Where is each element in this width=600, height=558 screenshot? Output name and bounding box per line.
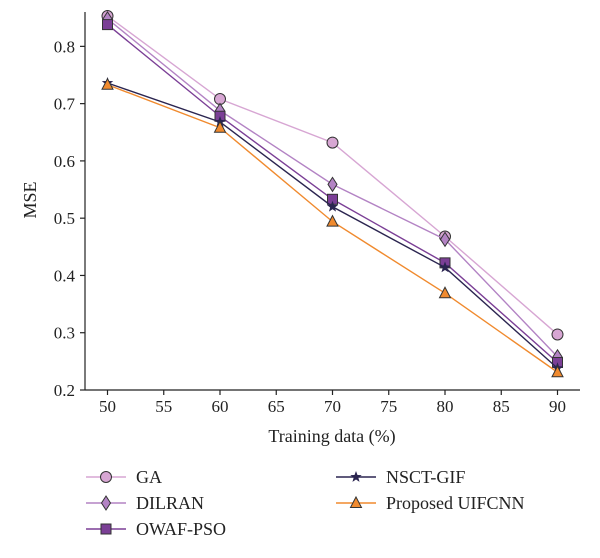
y-tick-label: 0.7 bbox=[54, 95, 76, 114]
y-tick-label: 0.5 bbox=[54, 209, 75, 228]
series-line-owaf-pso bbox=[107, 24, 558, 364]
x-tick-label: 55 bbox=[155, 397, 172, 416]
data-point-owaf-pso bbox=[102, 19, 113, 31]
legend-item-owaf-pso: OWAF-PSO bbox=[86, 519, 226, 539]
series-line-proposed-uifcnn bbox=[107, 84, 558, 373]
x-tick-label: 70 bbox=[324, 397, 341, 416]
legend-label-proposed-uifcnn: Proposed UIFCNN bbox=[386, 493, 525, 513]
y-tick-label: 0.6 bbox=[54, 152, 75, 171]
data-point-ga bbox=[326, 136, 339, 149]
data-point-proposed-uifcnn bbox=[551, 365, 564, 378]
x-tick-label: 60 bbox=[212, 397, 229, 416]
x-axis-title: Training data (%) bbox=[268, 426, 395, 447]
data-point-proposed-uifcnn bbox=[326, 214, 339, 227]
data-point-proposed-uifcnn bbox=[213, 120, 227, 133]
legend-label-nsct-gif: NSCT-GIF bbox=[386, 467, 465, 487]
data-point-dilran bbox=[439, 231, 451, 248]
x-tick-label: 80 bbox=[437, 397, 454, 416]
x-tick-label: 50 bbox=[99, 397, 116, 416]
legend-label-ga: GA bbox=[136, 467, 162, 487]
data-point-dilran bbox=[327, 176, 338, 193]
data-point-proposed-uifcnn bbox=[438, 286, 452, 299]
y-tick-label: 0.8 bbox=[54, 37, 75, 56]
x-tick-label: 65 bbox=[268, 397, 285, 416]
data-point-nsct-gif bbox=[326, 200, 339, 212]
x-tick-label: 75 bbox=[380, 397, 397, 416]
y-tick-label: 0.3 bbox=[54, 324, 75, 343]
y-tick-label: 0.2 bbox=[54, 381, 75, 400]
data-point-nsct-gif bbox=[439, 261, 451, 273]
legend-marker-owaf-pso bbox=[100, 523, 112, 535]
x-tick-label: 90 bbox=[549, 397, 566, 416]
legend-item-proposed-uifcnn: Proposed UIFCNN bbox=[336, 493, 525, 513]
legend-item-dilran: DILRAN bbox=[86, 493, 204, 513]
legend-marker-nsct-gif bbox=[350, 471, 362, 482]
data-point-proposed-uifcnn bbox=[101, 77, 114, 90]
data-point-ga bbox=[551, 328, 564, 341]
legend-marker-proposed-uifcnn bbox=[349, 495, 363, 508]
y-axis-title: MSE bbox=[20, 181, 40, 218]
legend: GA DILRAN OWAF-PSO NSCT-GIF Proposed UIFCNN bbox=[86, 467, 525, 539]
x-tick-label: 85 bbox=[493, 397, 510, 416]
legend-item-ga: GA bbox=[86, 467, 162, 487]
y-tick-label: 0.4 bbox=[54, 266, 76, 285]
legend-marker-ga bbox=[100, 471, 112, 483]
legend-label-dilran: DILRAN bbox=[136, 493, 204, 513]
legend-item-nsct-gif: NSCT-GIF bbox=[336, 467, 465, 487]
plot-area: 50 55 60 65 70 75 80 85 90 0.2 0.3 0.4 0.5 0.6 0.7 0.8 bbox=[54, 10, 580, 416]
legend-marker-dilran bbox=[100, 495, 112, 511]
legend-label-owaf-pso: OWAF-PSO bbox=[136, 519, 226, 539]
